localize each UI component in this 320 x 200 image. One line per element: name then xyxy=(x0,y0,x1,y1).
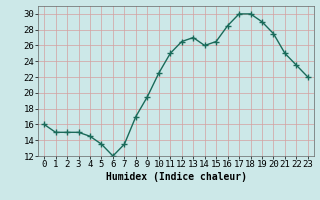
X-axis label: Humidex (Indice chaleur): Humidex (Indice chaleur) xyxy=(106,172,246,182)
